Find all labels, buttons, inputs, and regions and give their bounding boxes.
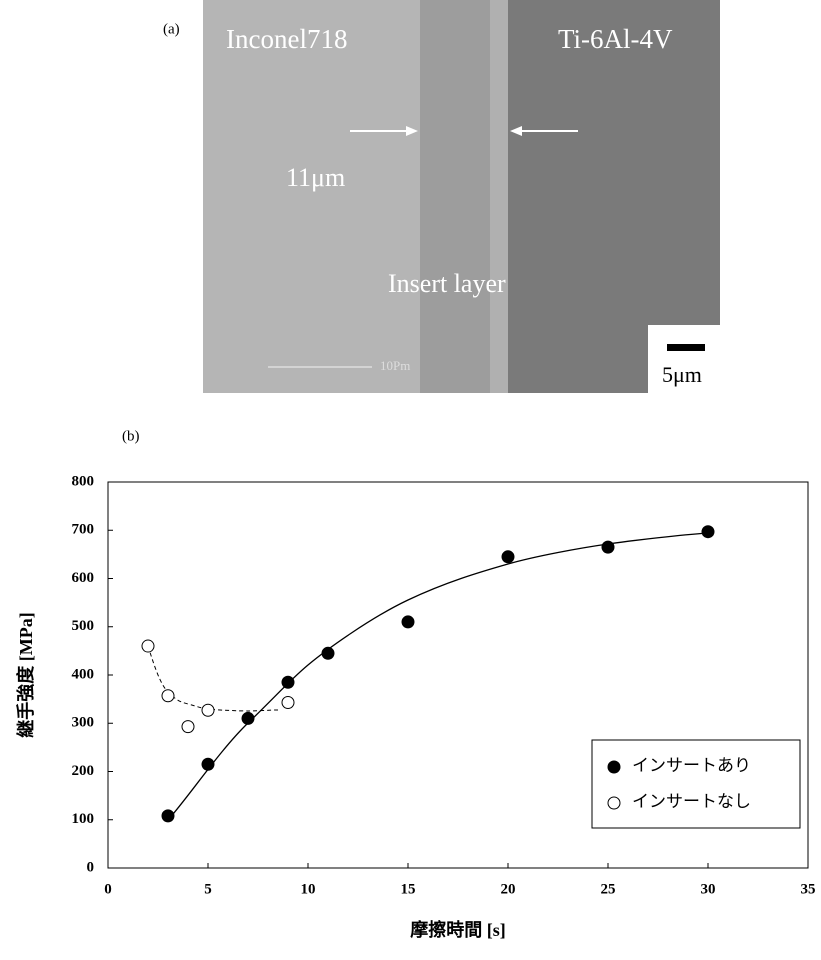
x-tick-label: 5 (204, 881, 212, 897)
y-tick-label: 700 (72, 522, 95, 538)
legend-label: インサートあり (632, 756, 751, 775)
legend-marker (608, 797, 620, 809)
thickness-label: 11μm (286, 163, 345, 192)
point (162, 810, 174, 822)
panel-label: (a) (163, 21, 180, 37)
point (242, 712, 254, 724)
y-axis-label: 継手強度 [MPa] (15, 612, 36, 737)
x-tick-label: 0 (104, 881, 112, 897)
point (702, 526, 714, 538)
x-tick-label: 10 (301, 881, 316, 897)
point (402, 616, 414, 628)
y-tick-label: 600 (72, 570, 95, 586)
x-tick-label: 20 (501, 881, 516, 897)
material-label: Inconel718 (226, 24, 347, 54)
point (182, 721, 194, 733)
point (322, 647, 334, 659)
point (162, 690, 174, 702)
y-tick-label: 0 (87, 859, 95, 875)
point (202, 758, 214, 770)
panel-label: (b) (122, 428, 140, 444)
y-tick-label: 300 (72, 715, 95, 731)
y-tick-label: 200 (72, 763, 95, 779)
x-tick-label: 35 (801, 881, 816, 897)
y-tick-label: 400 (72, 666, 95, 682)
figure: (a) Inconel718 Ti-6Al-4V 11μm Insert lay… (0, 0, 821, 960)
y-tick-label: 100 (72, 811, 95, 827)
legend-marker (608, 761, 620, 773)
x-tick-label: 30 (701, 881, 716, 897)
layer-label: Insert layer (388, 269, 506, 298)
page: (a) Inconel718 Ti-6Al-4V 11μm Insert lay… (0, 0, 821, 960)
x-tick-label: 25 (601, 881, 616, 897)
point (282, 676, 294, 688)
interface-band (490, 0, 508, 393)
y-tick-label: 500 (72, 618, 95, 634)
legend (592, 740, 800, 828)
x-tick-label: 15 (401, 881, 416, 897)
point (282, 697, 294, 709)
y-tick-label: 800 (72, 473, 95, 489)
image-scale-label: 10Pm (380, 358, 410, 373)
x-axis-label: 摩擦時間 [s] (410, 919, 506, 940)
legend-label: インサートなし (632, 792, 751, 811)
point (602, 541, 614, 553)
scale-label: 5μm (662, 362, 702, 387)
point (142, 640, 154, 652)
point (202, 704, 214, 716)
scale-bar (667, 344, 705, 351)
material-label: Ti-6Al-4V (558, 24, 673, 54)
point (502, 551, 514, 563)
micrograph: (a) Inconel718 Ti-6Al-4V 11μm Insert lay… (163, 0, 720, 393)
